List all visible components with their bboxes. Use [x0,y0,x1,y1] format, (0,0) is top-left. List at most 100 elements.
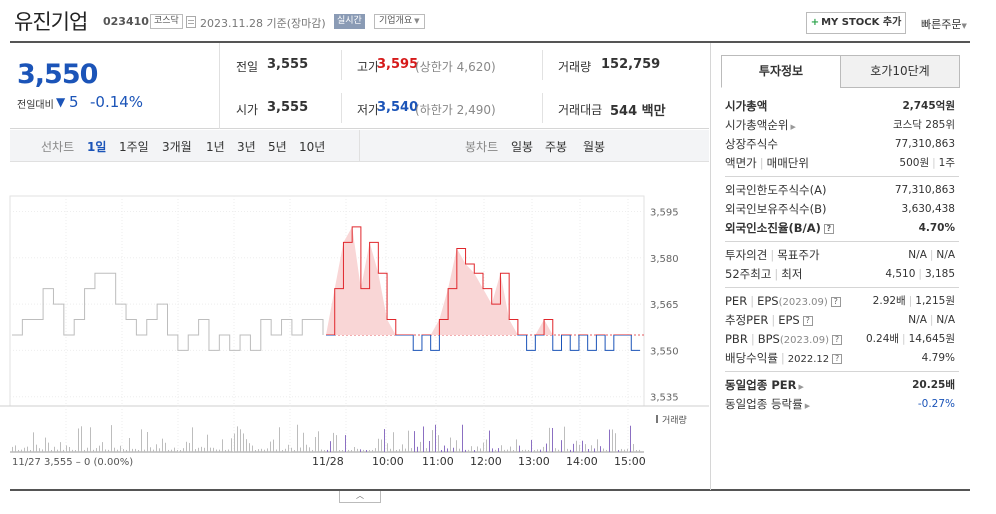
sector-rate-link[interactable]: 동일업종 등락률 ▶ [725,395,810,416]
tab-1year[interactable]: 1년 [206,140,225,154]
help-icon[interactable]: ? [823,223,834,234]
x-tick-label: 11:00 [422,455,454,468]
volume-bar [354,446,355,452]
volume-bar [516,439,517,452]
stock-name: 유진기업 [14,10,88,34]
tab-order-book[interactable]: 호가10단계 [840,55,960,88]
market-cap-rank-link[interactable]: 시가총액순위 ▶ [725,116,796,137]
today-price-line-down [326,334,640,351]
tab-investment-info[interactable]: 투자정보 [721,55,841,88]
quick-order-dropdown[interactable]: 빠른주문▼ [921,16,967,32]
volume-bar [264,449,265,452]
volume-bar [513,449,514,452]
info-list: 시가총액 2,745억원 시가총액순위 ▶ 코스닥 285위 상장주식수 77,3… [725,93,959,417]
foreign-ratio-label: 외국인소진율(B/A) [725,221,821,235]
stock-header: 유진기업 023410 코스닥 2023.11.28 기준(장마감) 실시간 기… [0,0,996,44]
company-overview-dropdown[interactable]: 기업개요 ▼ [374,14,425,29]
volume-bar [309,447,310,452]
tab-5year[interactable]: 5년 [268,140,287,154]
info-group-foreign: 외국인한도주식수(A) 77,310,863 외국인보유주식수(B) 3,630… [725,177,959,242]
info-row: 배당수익률 | 2022.12? 4.79% [725,349,959,368]
tab-daily-candle[interactable]: 일봉 [511,140,534,154]
volume-bar [117,449,118,452]
volume-bar [279,427,280,452]
volume-bar [582,440,583,452]
separator: | [918,268,922,280]
cell-divider [542,93,543,123]
shares-label: 상장주식수 [725,137,778,151]
volume-bar [15,445,16,452]
volume-cell: 거래량 152,759 [543,43,709,86]
base-date: 2023.11.28 기준(장마감) [200,17,326,30]
volume-bar [402,444,403,452]
volume-bar [489,430,490,452]
volume-bar [486,439,487,452]
volume-bar [570,449,571,452]
volume-bar [501,445,502,452]
volume-bar [324,449,325,452]
volume-bar [564,426,565,452]
separator: | [902,333,906,345]
volume-bar [267,448,268,452]
volume-bar [189,442,190,452]
volume-bar [597,439,598,452]
x-tick-label: 10:00 [372,455,404,468]
info-row: 액면가 | 매매단위 500원 | 1주 [725,154,959,173]
volume-bar [351,449,352,452]
market-cap-value: 2,745억원 [902,100,955,112]
tab-10year[interactable]: 10년 [299,140,326,154]
volume-bar [183,448,184,452]
realtime-button[interactable]: 실시간 [334,14,365,29]
dividend-label: 배당수익률 [725,351,778,365]
tab-1week[interactable]: 1주일 [119,140,149,154]
foreign-ratio-label-wrap: 외국인소진율(B/A)? [725,219,834,238]
volume-bar [57,449,58,452]
sector-per-value: 20.25배 [912,379,955,391]
high-value: 3,595 [377,57,419,72]
tab-1day[interactable]: 1일 [87,140,107,154]
tab-weekly-candle[interactable]: 주봉 [545,140,568,154]
add-my-stock-button[interactable]: + MY STOCK 추가 [806,12,906,34]
intraday-price-chart[interactable]: 3,595 3,580 3,565 3,550 3,535 거래량 11/27 3,555 … [0,162,709,502]
volume-bar [60,442,61,452]
help-icon[interactable]: ? [832,353,843,364]
volume-bar [123,449,124,452]
tab-3month[interactable]: 3개월 [162,140,192,154]
info-row: PBR | BPS(2023.09)? 0.24배 | 14,645원 [725,330,959,349]
tab-3year[interactable]: 3년 [237,140,256,154]
volume-bar [342,449,343,452]
opinion-target-value: N/A | N/A [908,246,955,265]
volume-bar [297,424,298,452]
x-tick-label: 13:00 [518,455,550,468]
plus-icon: + [810,17,820,28]
help-icon[interactable]: ? [830,296,841,307]
lower-limit: (하한가 2,490) [415,103,496,117]
volume-bar [222,439,223,452]
volume-bar [528,449,529,452]
period-separator [359,130,360,162]
dividend-label-wrap: 배당수익률 | 2022.12? [725,349,843,369]
volume-bar [495,449,496,452]
help-icon[interactable]: ? [802,315,813,326]
volume-bar [12,446,13,452]
foreign-hold-label: 외국인보유주식수(B) [725,202,827,216]
volume-bar [507,449,508,452]
sector-per-link[interactable]: 동일업종 PER ▶ [725,376,804,397]
expand-chart-button[interactable]: ︿ [339,491,381,503]
volume-bar [573,443,574,452]
volume-bar [153,449,154,452]
investment-info-panel: 투자정보 호가10단계 시가총액 2,745억원 시가총액순위 ▶ 코스닥 285… [710,43,970,490]
stock-code: 023410 [103,15,149,28]
tab-monthly-candle[interactable]: 월봉 [583,140,606,154]
chart-period-bar: 선차트 1일 1주일 3개월 1년 3년 5년 10년 봉차트 일봉 주봉 월봉 [10,130,709,162]
volume-bar [504,449,505,452]
price-summary: 3,550 전일대비 ▼ 5 -0.14% 전일 3,555 고가 3,595 … [10,43,709,129]
volume-label: 거래량 [662,414,687,426]
volume-bar [447,448,448,452]
help-icon[interactable]: ? [831,334,842,345]
separator: | [750,294,755,308]
market-cap-label: 시가총액 [725,99,768,113]
volume-bar [21,449,22,452]
volume-bar [420,441,421,452]
volume-bar [213,447,214,452]
